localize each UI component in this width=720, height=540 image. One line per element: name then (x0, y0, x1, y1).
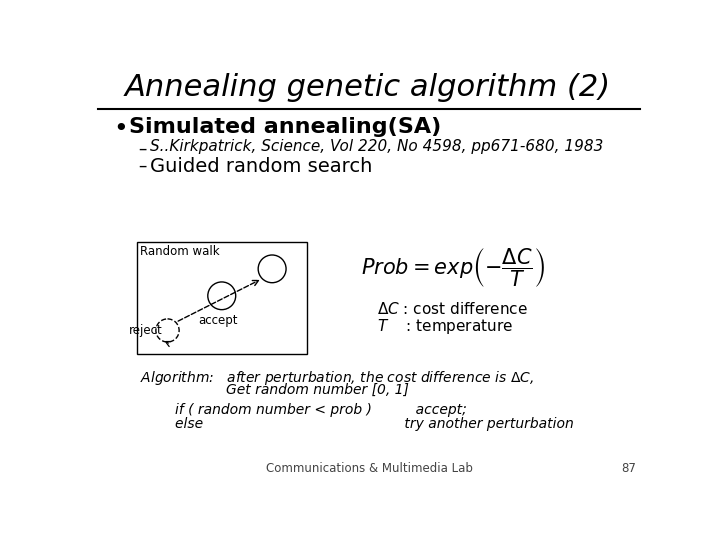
Text: if ( random number < prob )          accept;: if ( random number < prob ) accept; (175, 403, 467, 417)
Text: $Prob = exp\left(-\dfrac{\Delta C}{T}\right)$: $Prob = exp\left(-\dfrac{\Delta C}{T}\ri… (361, 246, 545, 289)
Text: 87: 87 (621, 462, 636, 475)
Text: Get random number [0, 1]: Get random number [0, 1] (225, 383, 408, 397)
Text: $\Delta C$ : cost difference: $\Delta C$ : cost difference (377, 301, 528, 317)
Text: •: • (113, 117, 128, 141)
Text: Communications & Multimedia Lab: Communications & Multimedia Lab (266, 462, 472, 475)
Text: S..Kirkpatrick, Science, Vol 220, No 4598, pp671-680, 1983: S..Kirkpatrick, Science, Vol 220, No 459… (150, 139, 604, 154)
Text: reject: reject (129, 324, 163, 337)
Text: Algorithm:   after perturbation, the cost difference is $\Delta C$,: Algorithm: after perturbation, the cost … (140, 369, 534, 387)
Text: Random walk: Random walk (140, 245, 220, 258)
Text: Guided random search: Guided random search (150, 157, 373, 176)
Bar (137, 242, 307, 354)
Text: –: – (138, 157, 146, 175)
Text: $T$    : temperature: $T$ : temperature (377, 316, 513, 335)
Text: else                                              try another perturbation: else try another perturbation (175, 417, 574, 431)
Text: Simulated annealing(SA): Simulated annealing(SA) (129, 117, 441, 137)
Text: accept: accept (198, 314, 238, 327)
Text: –: – (138, 139, 146, 158)
Text: Annealing genetic algorithm (2): Annealing genetic algorithm (2) (125, 72, 611, 102)
